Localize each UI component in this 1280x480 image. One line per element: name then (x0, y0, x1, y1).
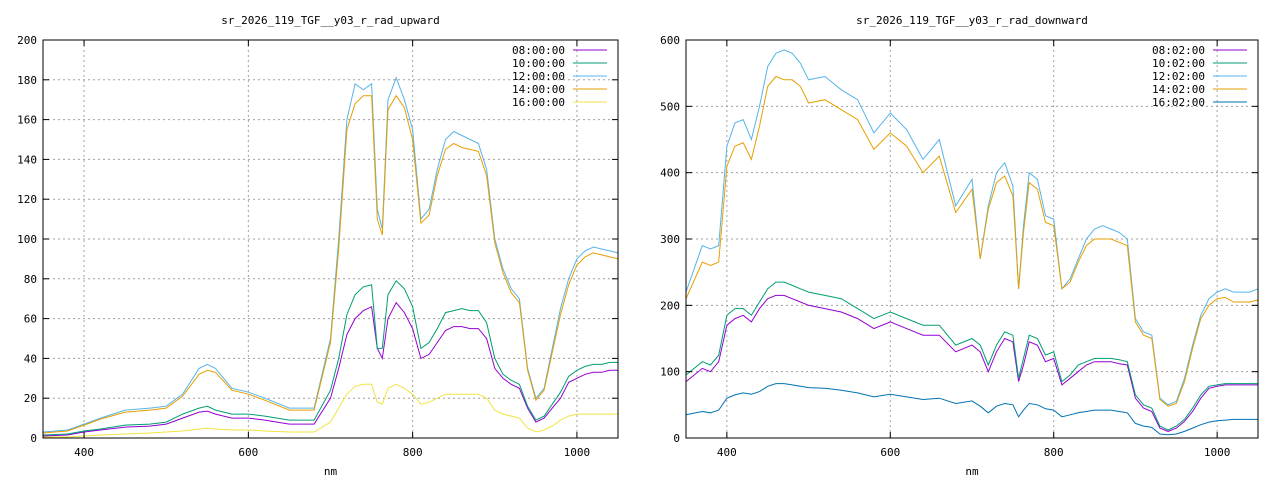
x-axis-label: nm (965, 465, 979, 478)
x-tick-label: 600 (238, 446, 258, 459)
y-tick-label: 0 (673, 432, 680, 445)
x-tick-label: 400 (74, 446, 94, 459)
downward-radiance-chart: 0 100 200 300 400 500 600 400 600 800 1000 sr_2026_… (660, 14, 1259, 478)
y-tick-label: 180 (17, 74, 37, 87)
y-tick-label: 120 (17, 193, 37, 206)
y-tick-label: 500 (660, 100, 680, 113)
y-tick-label: 20 (24, 392, 37, 405)
x-tick-label: 400 (717, 446, 737, 459)
legend-label: 12:00:00 (512, 70, 565, 83)
x-tick-label: 800 (1044, 446, 1064, 459)
legend-label: 16:00:00 (512, 96, 565, 109)
x-tick-label: 1000 (564, 446, 591, 459)
legend-label: 10:02:00 (1152, 57, 1205, 70)
series-line-4 (685, 383, 1258, 436)
legend-label: 08:02:00 (1152, 44, 1205, 57)
chart-title: sr_2026_119_TGF__y03_r_rad_downward (856, 14, 1088, 27)
series-line-0 (685, 294, 1258, 432)
series-line-3 (685, 75, 1259, 407)
series-line-1 (42, 279, 618, 436)
y-tick-label: 80 (24, 273, 37, 286)
series-line-1 (685, 281, 1258, 431)
y-tick-label: 100 (17, 233, 37, 246)
series-line-2 (42, 76, 619, 433)
series-line-0 (42, 301, 618, 437)
x-tick-label: 1000 (1204, 446, 1231, 459)
y-tick-label: 200 (17, 34, 37, 47)
legend-label: 12:02:00 (1152, 70, 1205, 83)
legend-label: 14:02:00 (1152, 83, 1205, 96)
y-tick-label: 600 (660, 34, 680, 47)
x-tick-label: 800 (403, 446, 423, 459)
series-line-4 (43, 383, 618, 438)
legend-label: 16:02:00 (1152, 96, 1205, 109)
y-tick-label: 60 (24, 313, 37, 326)
y-tick-label: 160 (17, 114, 37, 127)
y-tick-label: 140 (17, 153, 37, 166)
upward-radiance-chart: 0 20 40 60 80 100 120 140 160 180 200 400 600 800 1000… (17, 14, 619, 478)
y-tick-label: 200 (660, 299, 680, 312)
y-tick-label: 40 (24, 352, 37, 365)
series-line-3 (42, 94, 619, 434)
x-axis-label: nm (324, 465, 338, 478)
chart-title: sr_2026_119_TGF__y03_r_rad_upward (221, 14, 440, 27)
y-tick-label: 0 (30, 432, 37, 445)
legend-label: 08:00:00 (512, 44, 565, 57)
y-tick-label: 100 (660, 366, 680, 379)
y-tick-label: 300 (660, 233, 680, 246)
legend-label: 14:00:00 (512, 83, 565, 96)
y-tick-label: 400 (660, 167, 680, 180)
legend-label: 10:00:00 (512, 57, 565, 70)
x-tick-label: 600 (880, 446, 900, 459)
